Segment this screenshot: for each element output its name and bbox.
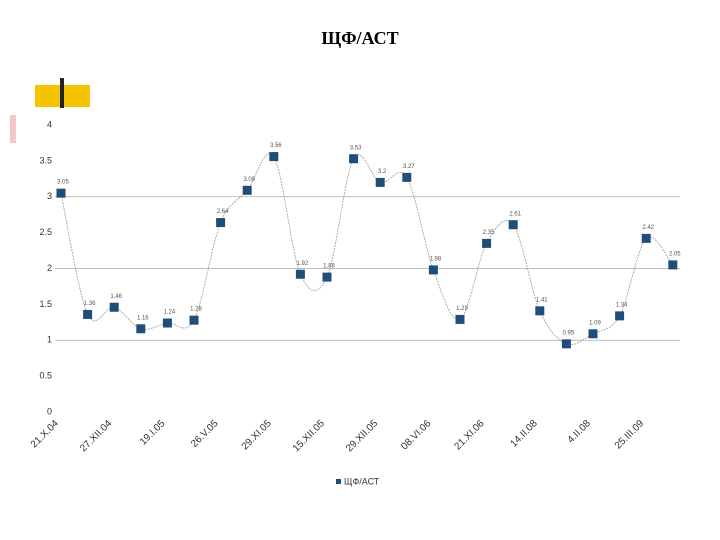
value-label: 3.2 — [378, 169, 387, 175]
point — [136, 324, 146, 334]
point — [668, 260, 678, 270]
point — [56, 188, 66, 198]
point — [189, 315, 199, 325]
x-tick-label: 21.XI.06 — [452, 418, 486, 452]
value-label: 1.34 — [616, 302, 628, 308]
value-label: 3.05 — [57, 180, 69, 186]
point — [402, 172, 412, 182]
y-tick-label: 1.5 — [39, 299, 52, 309]
point — [535, 306, 545, 316]
point — [482, 238, 492, 248]
y-tick-label: 1 — [47, 335, 52, 345]
point — [322, 272, 332, 282]
value-label: 3.53 — [350, 145, 362, 151]
value-label: 0.95 — [563, 330, 575, 336]
legend-swatch — [336, 479, 341, 484]
value-label: 2.05 — [669, 251, 681, 257]
x-tick-label: 19.I.05 — [138, 418, 168, 448]
legend-label: ЩФ/АСТ — [344, 476, 380, 486]
y-tick-label: 3 — [47, 191, 52, 201]
value-label: 1.46 — [110, 294, 122, 300]
point — [83, 309, 93, 319]
point — [428, 265, 438, 275]
x-tick-label: 14.II.08 — [508, 418, 540, 450]
point — [162, 318, 172, 328]
value-label: 2.61 — [509, 211, 521, 217]
x-tick-label: 21.X.04 — [29, 418, 61, 450]
y-tick-label: 4 — [47, 119, 52, 129]
chart-title: ЩФ/АСТ — [321, 28, 398, 48]
point — [216, 218, 226, 228]
y-tick-label: 0.5 — [39, 371, 52, 381]
value-label: 3.27 — [403, 164, 415, 170]
value-label: 1.28 — [190, 307, 202, 313]
x-tick-label: 26.V.05 — [189, 418, 221, 450]
point — [455, 314, 465, 324]
point — [242, 185, 252, 195]
value-label: 1.24 — [164, 310, 176, 316]
value-label: 2.64 — [217, 209, 229, 215]
y-tick-label: 3.5 — [39, 155, 52, 165]
value-label: 1.98 — [430, 257, 442, 263]
x-tick-label: 29.XI.05 — [240, 418, 274, 452]
x-tick-label: 4.II.08 — [566, 418, 594, 446]
point — [109, 302, 119, 312]
value-label: 1.88 — [323, 264, 335, 270]
point — [269, 152, 279, 162]
value-label: 1.16 — [137, 315, 149, 321]
point — [349, 154, 359, 164]
x-tick-label: 15.XII.05 — [291, 418, 327, 454]
y-tick-label: 2.5 — [39, 227, 52, 237]
value-label: 1.29 — [456, 306, 468, 312]
decor-strip — [10, 115, 16, 143]
x-tick-label: 29.XII.05 — [344, 418, 380, 454]
decor-bar — [60, 78, 64, 108]
point — [561, 339, 571, 349]
point — [615, 311, 625, 321]
y-tick-label: 0 — [47, 406, 52, 416]
point — [375, 177, 385, 187]
point — [588, 329, 598, 339]
point — [295, 269, 305, 279]
value-label: 2.42 — [642, 225, 654, 231]
value-label: 2.35 — [483, 230, 495, 236]
value-label: 1.92 — [297, 261, 309, 267]
x-tick-label: 25.III.09 — [613, 418, 647, 452]
x-tick-label: 08.VI.06 — [399, 418, 433, 452]
value-label: 3.56 — [270, 143, 282, 149]
value-label: 1.41 — [536, 297, 548, 303]
y-tick-label: 2 — [47, 263, 52, 273]
series-line — [60, 153, 674, 346]
x-tick-label: 27.XII.04 — [78, 418, 114, 454]
value-label: 1.09 — [589, 320, 601, 326]
value-label: 1.36 — [84, 301, 96, 307]
point — [641, 233, 651, 243]
value-label: 3.09 — [243, 177, 255, 183]
point — [508, 220, 518, 230]
